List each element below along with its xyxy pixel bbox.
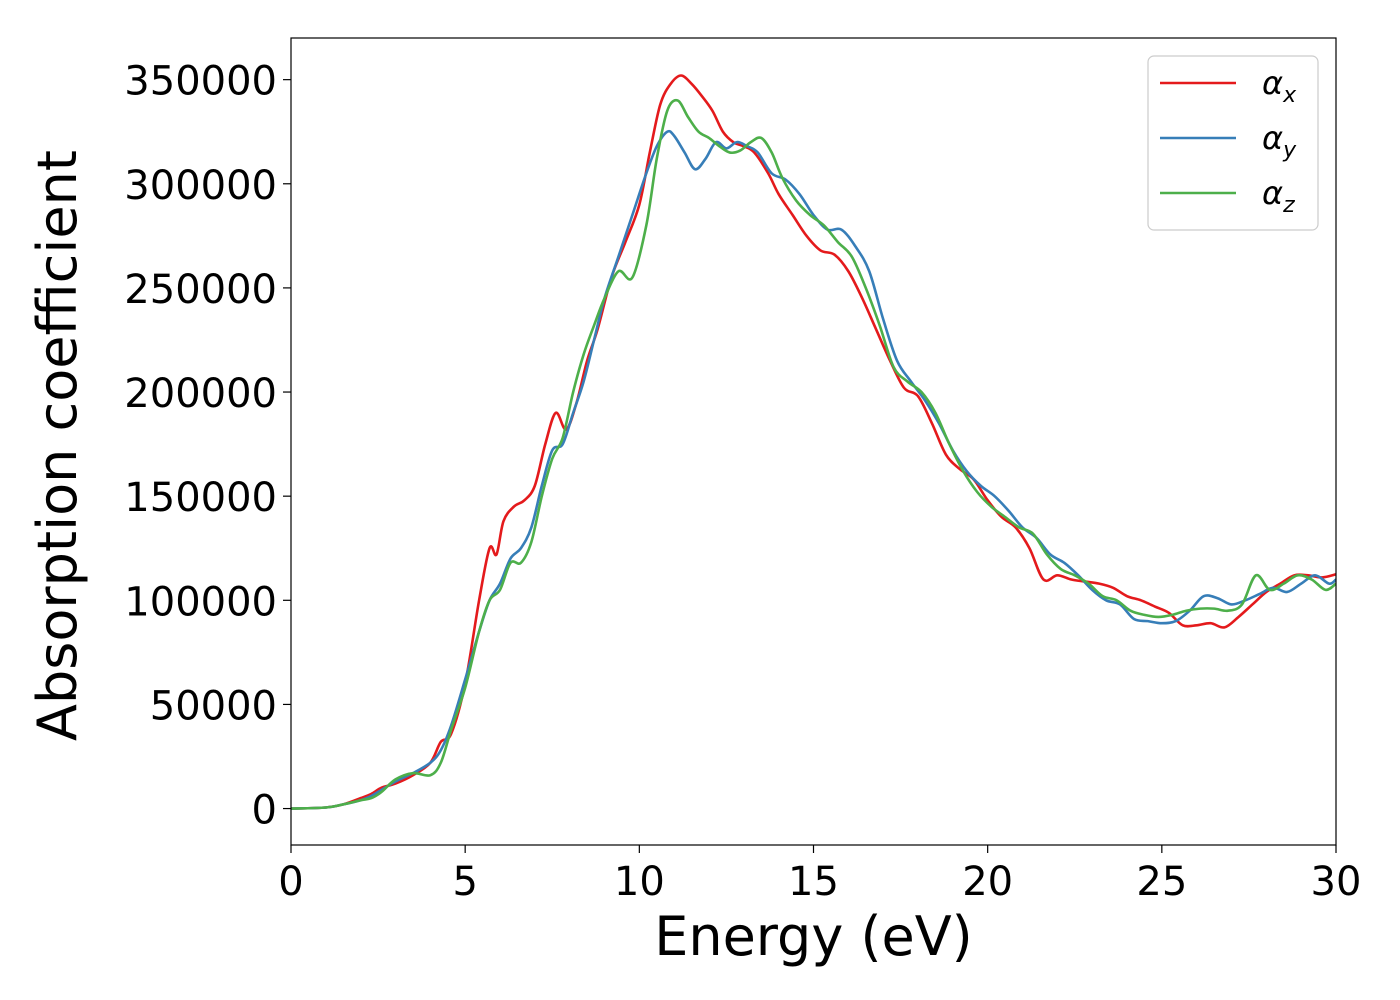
legend-label-z: αz (1262, 174, 1295, 218)
y-tick-label: 200000 (124, 371, 277, 417)
legend-label-base: α (1262, 64, 1283, 102)
legend-label-base: α (1262, 174, 1283, 212)
series-line-z (291, 98, 1336, 810)
x-axis-ticks: 0 5 10 15 20 25 30 (278, 845, 1361, 905)
y-tick-label: 50000 (150, 683, 277, 729)
x-tick-label: 15 (788, 859, 839, 905)
legend-label-x: αx (1262, 64, 1297, 108)
plot-area (291, 74, 1336, 810)
legend-label-subscript: x (1282, 83, 1297, 108)
legend-box (1147, 55, 1319, 231)
plot-frame (290, 37, 1337, 846)
y-axis-ticks: 0 50000 100000 150000 200000 250000 300000 3500… (124, 59, 291, 834)
y-tick-label: 250000 (124, 267, 277, 313)
legend-label-base: α (1262, 119, 1283, 157)
series-line-x (291, 74, 1336, 810)
x-axis-label: Energy (eV) (654, 905, 973, 968)
y-tick-label: 300000 (124, 163, 277, 209)
y-tick-label: 0 (252, 788, 277, 834)
x-tick-label: 20 (962, 859, 1013, 905)
y-tick-label: 150000 (124, 475, 277, 521)
series-line-y (291, 129, 1336, 810)
legend-label-y: αy (1262, 119, 1297, 163)
x-tick-label: 5 (452, 859, 477, 905)
legend-label-subscript: y (1282, 138, 1297, 163)
x-tick-label: 25 (1136, 859, 1187, 905)
x-tick-label: 0 (278, 859, 303, 905)
y-tick-label: 100000 (124, 579, 277, 625)
x-tick-label: 30 (1311, 859, 1362, 905)
x-tick-label: 10 (614, 859, 665, 905)
legend-label-subscript: z (1282, 193, 1295, 218)
y-axis-label: Absorption coefficient (26, 150, 89, 741)
y-tick-label: 350000 (124, 59, 277, 105)
